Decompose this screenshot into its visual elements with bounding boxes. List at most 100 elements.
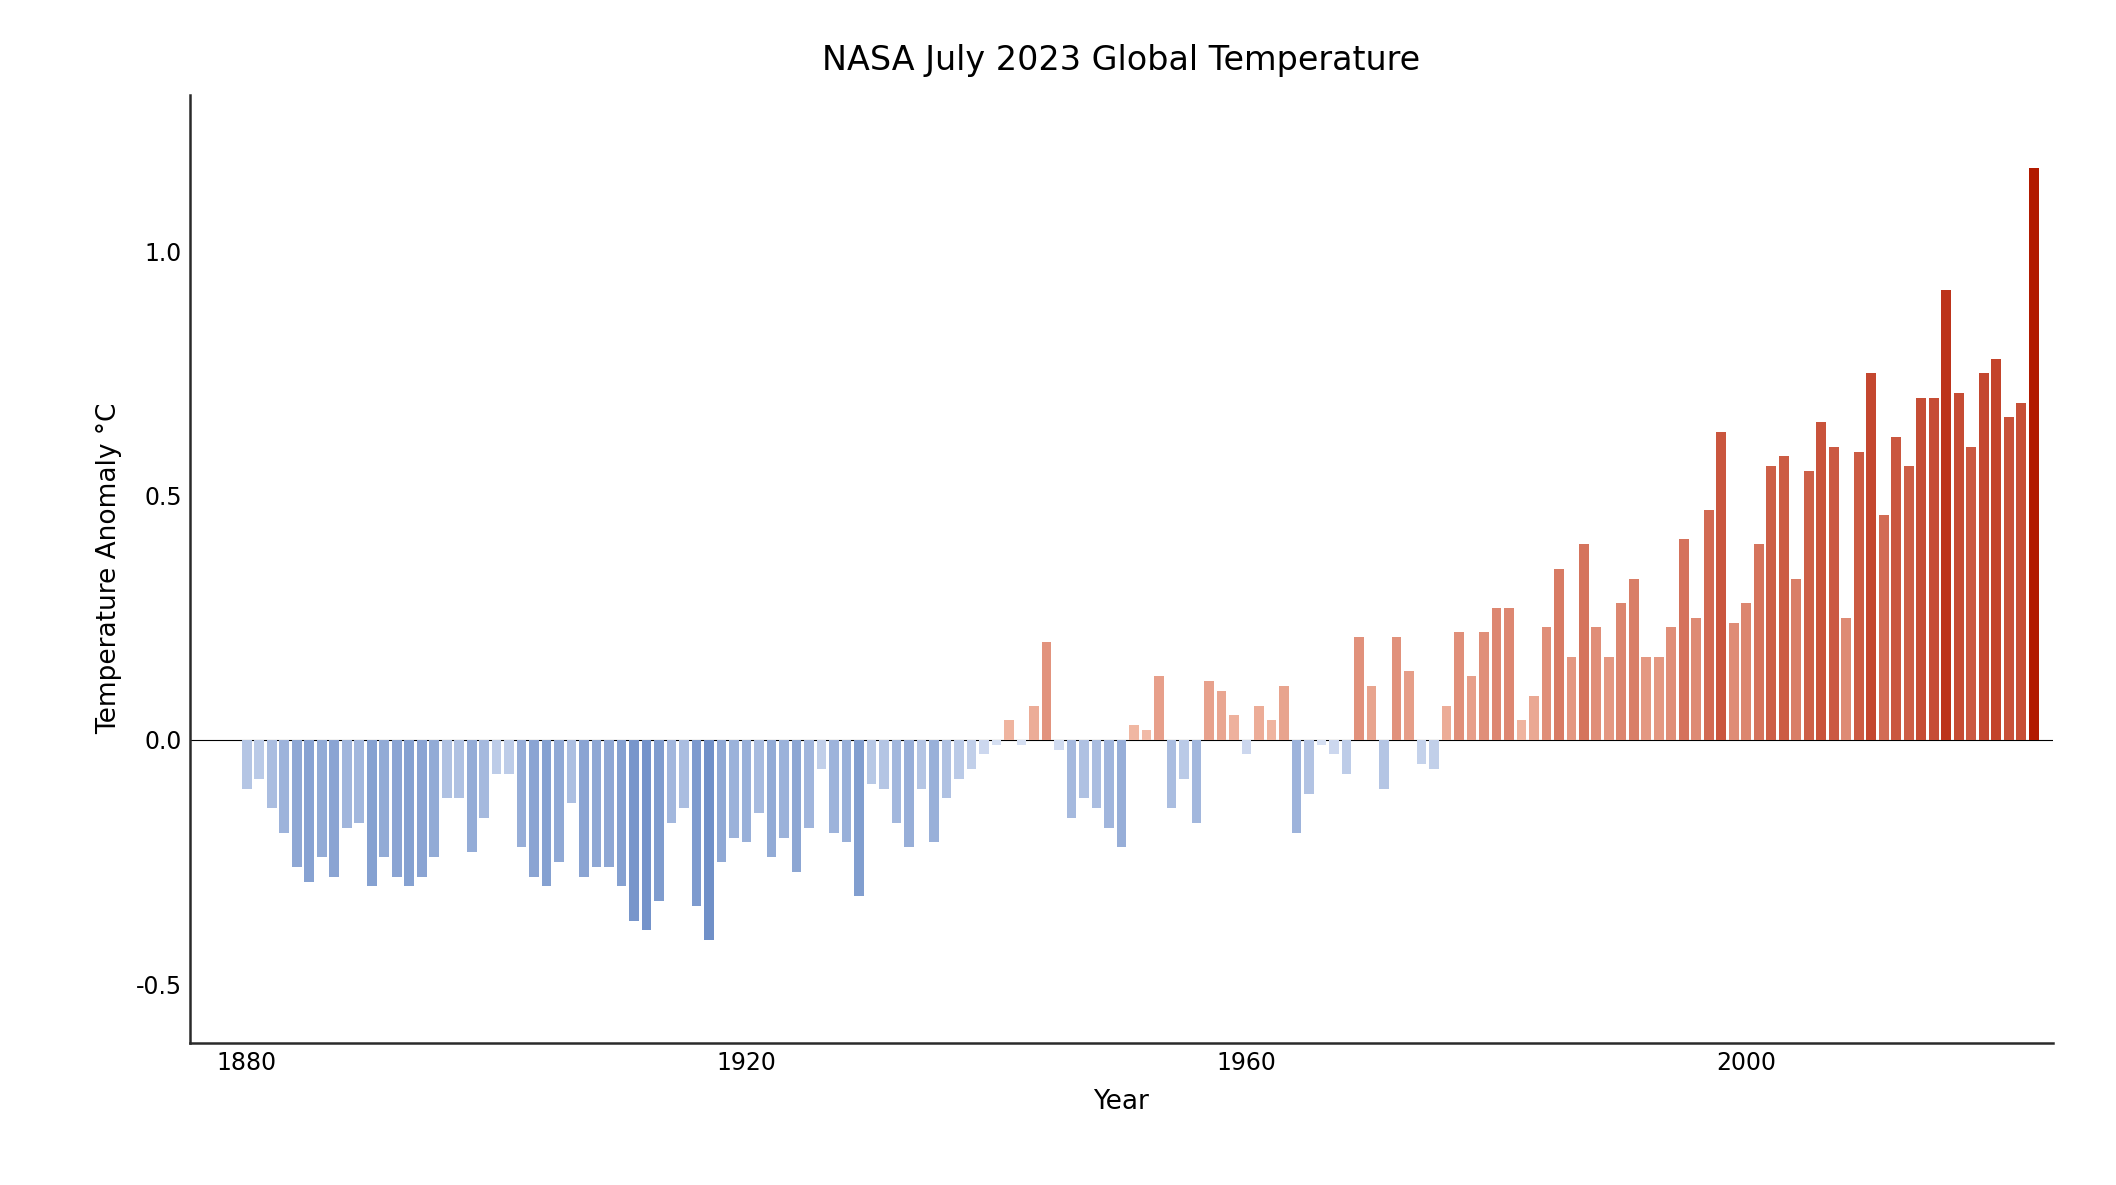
- Bar: [1691, 617, 1701, 739]
- Bar: [1466, 677, 1477, 739]
- Bar: [366, 739, 377, 886]
- Bar: [1504, 608, 1513, 739]
- Bar: [1217, 691, 1227, 739]
- Bar: [1892, 437, 1900, 739]
- Bar: [1016, 739, 1026, 744]
- Bar: [1054, 739, 1064, 750]
- Bar: [954, 739, 965, 779]
- Bar: [455, 739, 463, 799]
- Bar: [1978, 373, 1989, 739]
- Bar: [317, 739, 326, 857]
- Bar: [567, 739, 576, 803]
- Bar: [1667, 627, 1676, 739]
- Bar: [292, 739, 303, 867]
- Bar: [679, 739, 690, 808]
- Bar: [1405, 672, 1413, 739]
- Bar: [305, 739, 313, 882]
- Bar: [1953, 393, 1964, 739]
- Bar: [267, 739, 277, 808]
- Bar: [705, 739, 713, 940]
- Bar: [1530, 696, 1538, 739]
- Bar: [2017, 403, 2027, 739]
- Bar: [1166, 739, 1176, 808]
- Bar: [743, 739, 751, 843]
- Bar: [1780, 456, 1788, 739]
- Bar: [343, 739, 351, 828]
- Bar: [254, 739, 264, 779]
- Bar: [1267, 720, 1276, 739]
- Bar: [330, 739, 339, 877]
- Bar: [1579, 544, 1589, 739]
- Bar: [692, 739, 700, 907]
- Bar: [641, 739, 652, 930]
- Bar: [1591, 627, 1602, 739]
- Bar: [2029, 168, 2038, 739]
- Bar: [992, 739, 1001, 744]
- Bar: [1153, 677, 1164, 739]
- Bar: [1741, 603, 1752, 739]
- Bar: [1441, 705, 1452, 739]
- Bar: [817, 739, 827, 769]
- Bar: [730, 739, 738, 838]
- Bar: [241, 739, 252, 789]
- Bar: [753, 739, 764, 813]
- Bar: [1966, 447, 1976, 739]
- Bar: [1454, 633, 1464, 739]
- Bar: [279, 739, 290, 833]
- Bar: [1655, 656, 1663, 739]
- Bar: [1716, 433, 1727, 739]
- Bar: [1392, 638, 1401, 739]
- Bar: [616, 739, 626, 886]
- Bar: [1028, 705, 1039, 739]
- Bar: [404, 739, 415, 886]
- Bar: [1854, 451, 1864, 739]
- Bar: [942, 739, 952, 799]
- Bar: [504, 739, 514, 774]
- Bar: [554, 739, 565, 861]
- Bar: [654, 739, 664, 901]
- Y-axis label: Temperature Anomaly °C: Temperature Anomaly °C: [95, 403, 123, 735]
- Bar: [1416, 739, 1426, 764]
- Bar: [1617, 603, 1627, 739]
- Bar: [468, 739, 476, 852]
- Bar: [1179, 739, 1189, 779]
- Bar: [1517, 720, 1526, 739]
- Bar: [1005, 720, 1014, 739]
- Bar: [379, 739, 389, 857]
- Bar: [1278, 686, 1289, 739]
- Bar: [628, 739, 639, 921]
- Bar: [868, 739, 876, 783]
- Bar: [891, 739, 901, 822]
- Bar: [967, 739, 975, 769]
- Bar: [1729, 622, 1739, 739]
- Bar: [929, 739, 940, 843]
- Bar: [417, 739, 427, 877]
- Bar: [1255, 705, 1263, 739]
- Bar: [855, 739, 863, 896]
- Bar: [791, 739, 802, 872]
- Bar: [1380, 739, 1388, 789]
- Bar: [391, 739, 402, 877]
- Bar: [1553, 569, 1564, 739]
- Bar: [605, 739, 614, 867]
- Bar: [717, 739, 726, 861]
- Bar: [1303, 739, 1314, 794]
- Bar: [1917, 398, 1926, 739]
- Bar: [842, 739, 851, 843]
- Bar: [1805, 472, 1813, 739]
- Bar: [516, 739, 527, 847]
- Bar: [430, 739, 438, 857]
- Bar: [667, 739, 677, 822]
- Bar: [829, 739, 838, 833]
- Bar: [1866, 373, 1877, 739]
- Bar: [1841, 617, 1852, 739]
- Bar: [1543, 627, 1551, 739]
- Bar: [1066, 739, 1077, 818]
- Bar: [779, 739, 789, 838]
- Bar: [1130, 725, 1138, 739]
- Bar: [1204, 681, 1215, 739]
- Bar: [491, 739, 501, 774]
- Bar: [1316, 739, 1327, 744]
- Bar: [1816, 422, 1826, 739]
- Bar: [1604, 656, 1615, 739]
